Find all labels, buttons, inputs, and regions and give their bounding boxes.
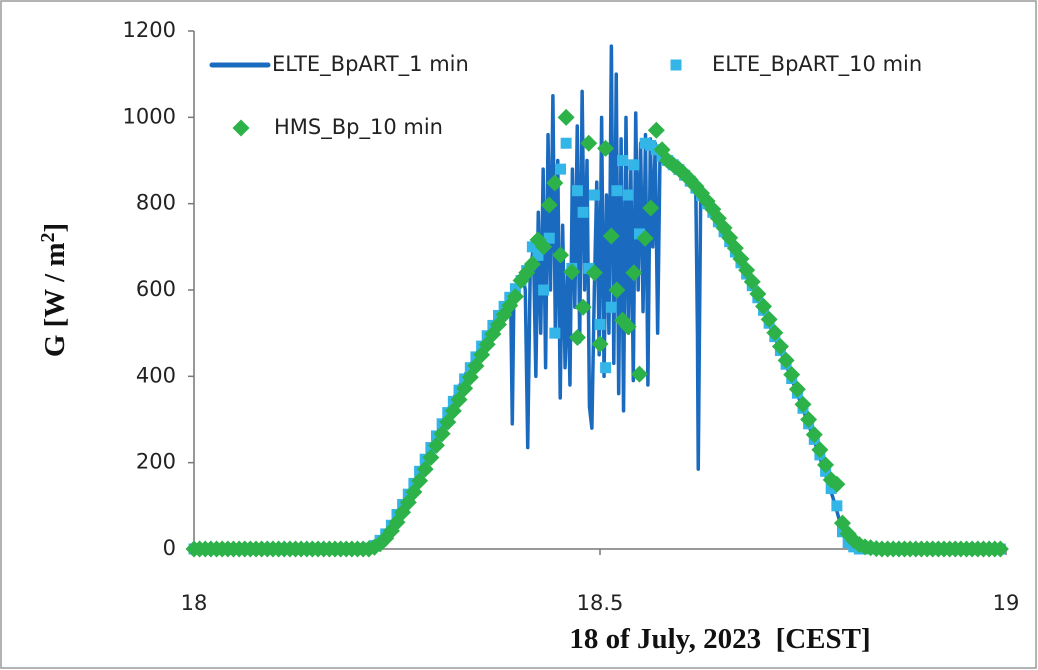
- square-marker: [560, 137, 572, 149]
- diamond-marker: [540, 196, 558, 214]
- diamond-marker: [811, 441, 829, 459]
- diamond-marker: [788, 380, 806, 398]
- diamond-marker: [991, 540, 1009, 558]
- square-marker: [605, 301, 617, 313]
- diamond-marker: [535, 238, 553, 256]
- diamond-marker: [760, 310, 778, 328]
- y-tick-label: 0: [163, 536, 176, 560]
- legend-label: ELTE_BpART_10 min: [712, 52, 922, 77]
- diamond-marker: [805, 426, 823, 444]
- square-marker: [583, 262, 595, 274]
- legend-symbol: [670, 59, 682, 71]
- diamond-marker: [427, 436, 445, 454]
- diamond-marker: [411, 472, 429, 490]
- diamond-marker: [563, 263, 581, 281]
- square-marker: [594, 319, 606, 331]
- square-marker: [555, 163, 567, 175]
- diamond-marker: [602, 227, 620, 245]
- diamond-marker: [630, 365, 648, 383]
- diamond-marker: [817, 456, 835, 474]
- square-marker: [526, 241, 538, 253]
- diamond-marker: [828, 475, 846, 493]
- square-marker: [825, 483, 837, 495]
- diamond-marker: [743, 273, 761, 291]
- diamond-marker: [771, 338, 789, 356]
- diamond-marker: [574, 298, 592, 316]
- square-marker: [600, 362, 612, 374]
- diamond-marker: [523, 255, 541, 273]
- y-tick-label: 600: [136, 277, 176, 301]
- y-axis-title-sup: 2: [37, 233, 59, 243]
- x-axis-title: 18 of July, 2023 [CEST]: [569, 623, 870, 655]
- diamond-marker: [619, 318, 637, 336]
- square-marker: [617, 155, 629, 166]
- diamond-marker: [568, 328, 586, 346]
- diamond-marker: [433, 425, 451, 443]
- y-tick-label: 800: [136, 191, 176, 215]
- square-marker: [538, 284, 550, 296]
- diamond-marker: [546, 174, 564, 192]
- diamond-marker: [738, 261, 756, 279]
- x-tick-label: 18.5: [577, 591, 624, 615]
- square-marker: [577, 206, 589, 218]
- diamond-marker: [625, 264, 643, 282]
- legend-label: ELTE_BpART_1 min: [272, 52, 469, 77]
- diamond-marker: [636, 229, 654, 247]
- square-marker: [549, 327, 561, 339]
- y-axis-title-part: ]: [39, 223, 71, 233]
- square-marker: [628, 159, 640, 171]
- y-axis-title: G [W / m2]: [37, 223, 71, 357]
- square-marker: [611, 185, 623, 197]
- diamond-marker: [557, 108, 575, 126]
- y-tick-label: 400: [136, 363, 176, 387]
- y-axis-title-part: G [W / m: [39, 243, 71, 358]
- y-tick-label: 1000: [123, 104, 176, 128]
- diamond-marker: [755, 297, 773, 315]
- diamond-marker: [506, 287, 524, 305]
- diamond-marker: [585, 264, 603, 282]
- diamond-marker: [777, 351, 795, 369]
- diamond-marker: [394, 503, 412, 521]
- square-marker: [645, 139, 657, 151]
- legend-label: HMS_Bp_10 min: [274, 115, 443, 140]
- diamond-marker: [422, 448, 440, 466]
- square-marker: [622, 189, 634, 201]
- square-marker: [639, 137, 651, 149]
- diamond-marker: [608, 281, 626, 299]
- diamond-marker: [800, 411, 818, 428]
- diamond-marker: [794, 395, 812, 413]
- diamond-marker: [552, 246, 570, 264]
- diamond-marker: [783, 366, 801, 384]
- square-marker: [633, 228, 645, 240]
- square-marker: [588, 189, 600, 201]
- square-marker: [543, 232, 555, 244]
- diamond-marker: [416, 460, 434, 478]
- square-marker: [532, 249, 544, 261]
- square-marker: [831, 500, 843, 512]
- diamond-marker: [647, 121, 665, 139]
- y-tick-label: 1200: [123, 18, 176, 42]
- x-tick-label: 19: [993, 591, 1020, 615]
- diamond-marker: [749, 285, 767, 303]
- x-tick-label: 18: [181, 591, 208, 615]
- diamond-marker: [642, 199, 660, 217]
- diamond-marker: [766, 324, 784, 342]
- y-tick-label: 200: [136, 450, 176, 474]
- diamond-marker: [580, 134, 598, 152]
- square-marker: [571, 185, 583, 197]
- diamond-marker: [597, 139, 615, 157]
- legend-symbol: [232, 119, 250, 137]
- plot-area: 0 200 400 600 800 1000 1200 18 18.5 19 ELTE_BpART_…: [123, 18, 1020, 615]
- diamond-marker: [591, 335, 609, 353]
